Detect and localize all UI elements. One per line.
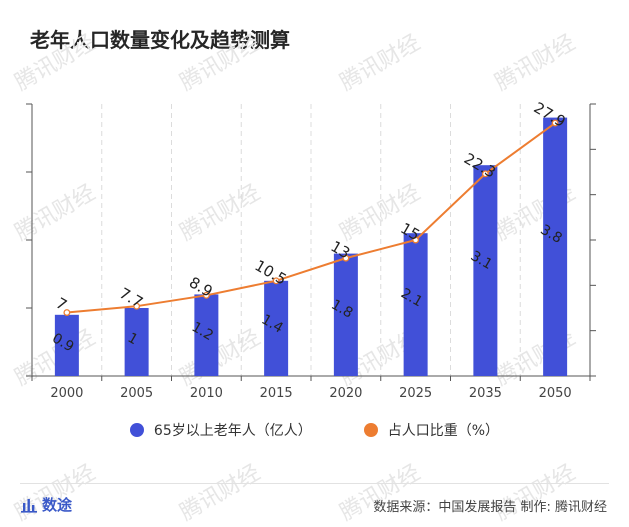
watermark: 腾讯财经 — [335, 460, 425, 526]
line-point — [133, 302, 141, 310]
x-tick-label: 2010 — [190, 386, 223, 401]
legend-bar-label: 65岁以上老年人（亿人） — [153, 423, 312, 439]
bar — [473, 165, 498, 376]
line-point — [412, 236, 420, 244]
bar — [264, 280, 289, 376]
bar — [543, 117, 568, 376]
watermark: 腾讯财经 — [490, 460, 580, 526]
line-point — [272, 277, 280, 285]
footer-logo-text: 数途 — [42, 496, 73, 514]
legend-bar-swatch — [129, 423, 144, 437]
x-tick-label: 2025 — [399, 386, 432, 401]
bar — [403, 233, 428, 376]
watermark: 腾讯财经 — [10, 460, 100, 526]
legend-item-bar[interactable]: 65岁以上老年人（亿人） — [129, 420, 312, 440]
legend-line-swatch — [363, 423, 378, 437]
x-tick-label: 2020 — [329, 386, 362, 401]
x-tick-label: 2005 — [120, 386, 153, 401]
line-point — [202, 291, 210, 299]
bar — [333, 253, 358, 376]
bar — [54, 314, 79, 376]
bar-chart-icon — [21, 498, 37, 513]
line-point — [63, 309, 71, 316]
legend-item-line[interactable]: 占人口比重（%） — [363, 420, 500, 440]
watermark: 腾讯财经 — [175, 460, 265, 526]
line-point — [342, 254, 350, 262]
footer-divider — [20, 483, 609, 484]
x-tick-label: 2000 — [50, 386, 83, 401]
bar — [124, 308, 149, 376]
bar — [194, 294, 219, 376]
chart-title: 老年人口数量变化及趋势测算 — [30, 28, 290, 52]
x-tick-label: 2015 — [260, 386, 293, 401]
line-point — [551, 119, 559, 127]
legend-line-label: 占人口比重（%） — [387, 423, 500, 439]
footer-logo: 数途 — [20, 494, 72, 515]
line-point — [481, 170, 489, 178]
x-tick-label: 2035 — [469, 386, 502, 401]
legend: 65岁以上老年人（亿人） 占人口比重（%） — [0, 420, 629, 440]
line-series — [66, 122, 556, 314]
x-tick-label: 2050 — [539, 386, 572, 401]
footer-source: 数据来源：中国发展报告 制作: 腾讯财经 — [373, 500, 607, 515]
